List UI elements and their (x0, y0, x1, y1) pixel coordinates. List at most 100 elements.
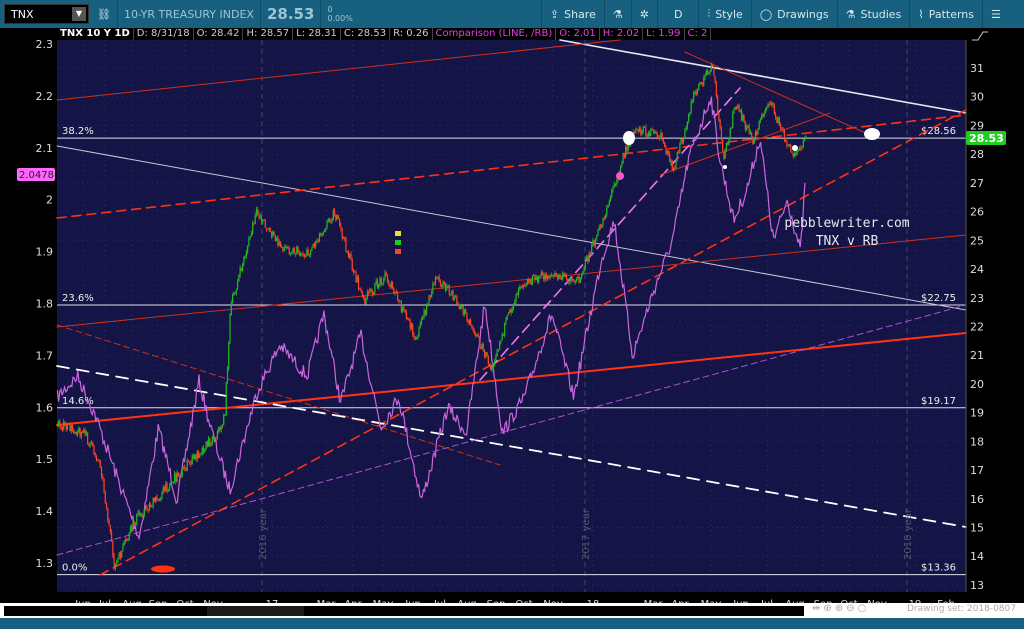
axis-scale-button[interactable] (968, 28, 990, 42)
patterns-button[interactable]: ⌇ Patterns (909, 0, 982, 28)
candle-body (475, 333, 477, 337)
candle-body (414, 337, 416, 340)
candle-body (677, 152, 680, 154)
flask-button[interactable]: ⚗ (603, 0, 631, 28)
zoom-in-icon[interactable]: ⊕ (834, 603, 847, 614)
settings-button[interactable]: ✲ (630, 0, 657, 28)
candle-body (276, 237, 278, 242)
candle-body (510, 309, 512, 313)
share-label: Share (564, 7, 596, 21)
candle-body (146, 505, 148, 510)
candle-body (447, 285, 449, 287)
candle-body (373, 292, 375, 295)
candle-body (577, 276, 579, 279)
scrollbar-thumb[interactable] (207, 606, 304, 616)
candle-body (507, 312, 510, 316)
link-icon[interactable]: ⛓ (97, 7, 111, 21)
candle-body (796, 150, 798, 155)
reset-icon[interactable]: ○ (857, 603, 870, 614)
zoom-out-icon[interactable]: ⊖ (846, 603, 858, 614)
share-button[interactable]: ⇪ Share (540, 0, 604, 28)
candle-body (456, 296, 458, 304)
candle-body (316, 240, 318, 242)
candle-body (131, 526, 133, 531)
candle-body (622, 153, 624, 164)
right-tick-label: 25 (970, 234, 984, 247)
candle-body (520, 286, 522, 288)
candle-body (586, 256, 588, 259)
candle-body (539, 276, 541, 278)
candle-body (688, 114, 690, 122)
pan-icon[interactable]: ⇹ (812, 603, 824, 614)
candle-body (476, 334, 478, 337)
studies-button[interactable]: ⚗ Studies (836, 0, 910, 28)
candle-body (544, 273, 546, 280)
candle-body (564, 274, 566, 277)
candle-body (780, 124, 782, 128)
candle-body (462, 305, 464, 315)
candle-body (665, 147, 667, 154)
candle-body (346, 251, 348, 253)
trendline (684, 51, 871, 136)
candle-body (378, 284, 380, 288)
candle-body (699, 82, 701, 85)
candle-body (132, 521, 134, 531)
candle-body (776, 117, 778, 123)
candle-body (267, 228, 269, 230)
candle-body (327, 219, 329, 222)
candle-body (351, 259, 353, 271)
flask-icon: ⚗ (612, 7, 623, 21)
aggregation-button[interactable]: D (656, 0, 698, 28)
candle-body (667, 150, 670, 154)
candle-body (420, 318, 423, 324)
candle-body (521, 286, 523, 288)
candle-body (362, 295, 365, 298)
candle-body (370, 289, 372, 291)
x-tick-label: 19 (909, 599, 922, 603)
white-ellipse (864, 128, 880, 140)
candle-body (332, 210, 334, 220)
legend-high: H: 28.57 (243, 28, 294, 40)
symbol-input[interactable]: TNX ▼ (4, 4, 89, 24)
candle-body (177, 472, 179, 477)
candle-body (683, 137, 685, 142)
candle-body (277, 237, 279, 246)
candle-body (148, 504, 150, 511)
drawings-button[interactable]: ◯ Drawings (750, 0, 837, 28)
candle-body (69, 423, 71, 431)
right-tick-label: 22 (970, 320, 984, 333)
horizontal-scrollbar[interactable] (4, 606, 804, 616)
candle-body (485, 352, 487, 357)
candle-body (114, 564, 116, 569)
candle-body (94, 453, 96, 457)
candle-body (236, 281, 239, 290)
candle-body (313, 243, 316, 247)
legend-range: R: 0.26 (390, 28, 433, 40)
price-chart[interactable]: 38.2% $28.56 23.6% $22.75 14.6% $19.17 0.0% $13… (0, 0, 1024, 603)
candle-body (569, 279, 571, 283)
menu-button[interactable]: ☰ (982, 0, 1024, 28)
chevron-down-icon[interactable]: ▼ (72, 7, 86, 21)
comparison-badge-value: 2.0478 (19, 170, 54, 181)
candle-body (82, 431, 84, 433)
candle-body (439, 281, 442, 285)
candle-body (83, 430, 85, 433)
candle-body (763, 113, 765, 117)
candle-body (516, 293, 518, 296)
candle-body (744, 122, 746, 130)
candle-body (76, 432, 79, 436)
candle-body (152, 497, 154, 507)
candle-body (298, 252, 300, 256)
style-button[interactable]: ⫶ Style (698, 0, 750, 28)
right-tick-label: 30 (970, 91, 984, 104)
candle-body (686, 121, 689, 128)
candle-body (150, 504, 152, 508)
drawing-set-label[interactable]: Drawing set: 2018-0807 (907, 604, 1016, 614)
crosshair-icon[interactable]: ⊕ (823, 603, 835, 614)
candle-body (501, 334, 503, 341)
candle-body (199, 455, 201, 458)
candle-body (88, 443, 90, 446)
candle-body (737, 105, 739, 109)
candle-body (340, 225, 342, 229)
x-tick-label: Mar (644, 599, 664, 603)
